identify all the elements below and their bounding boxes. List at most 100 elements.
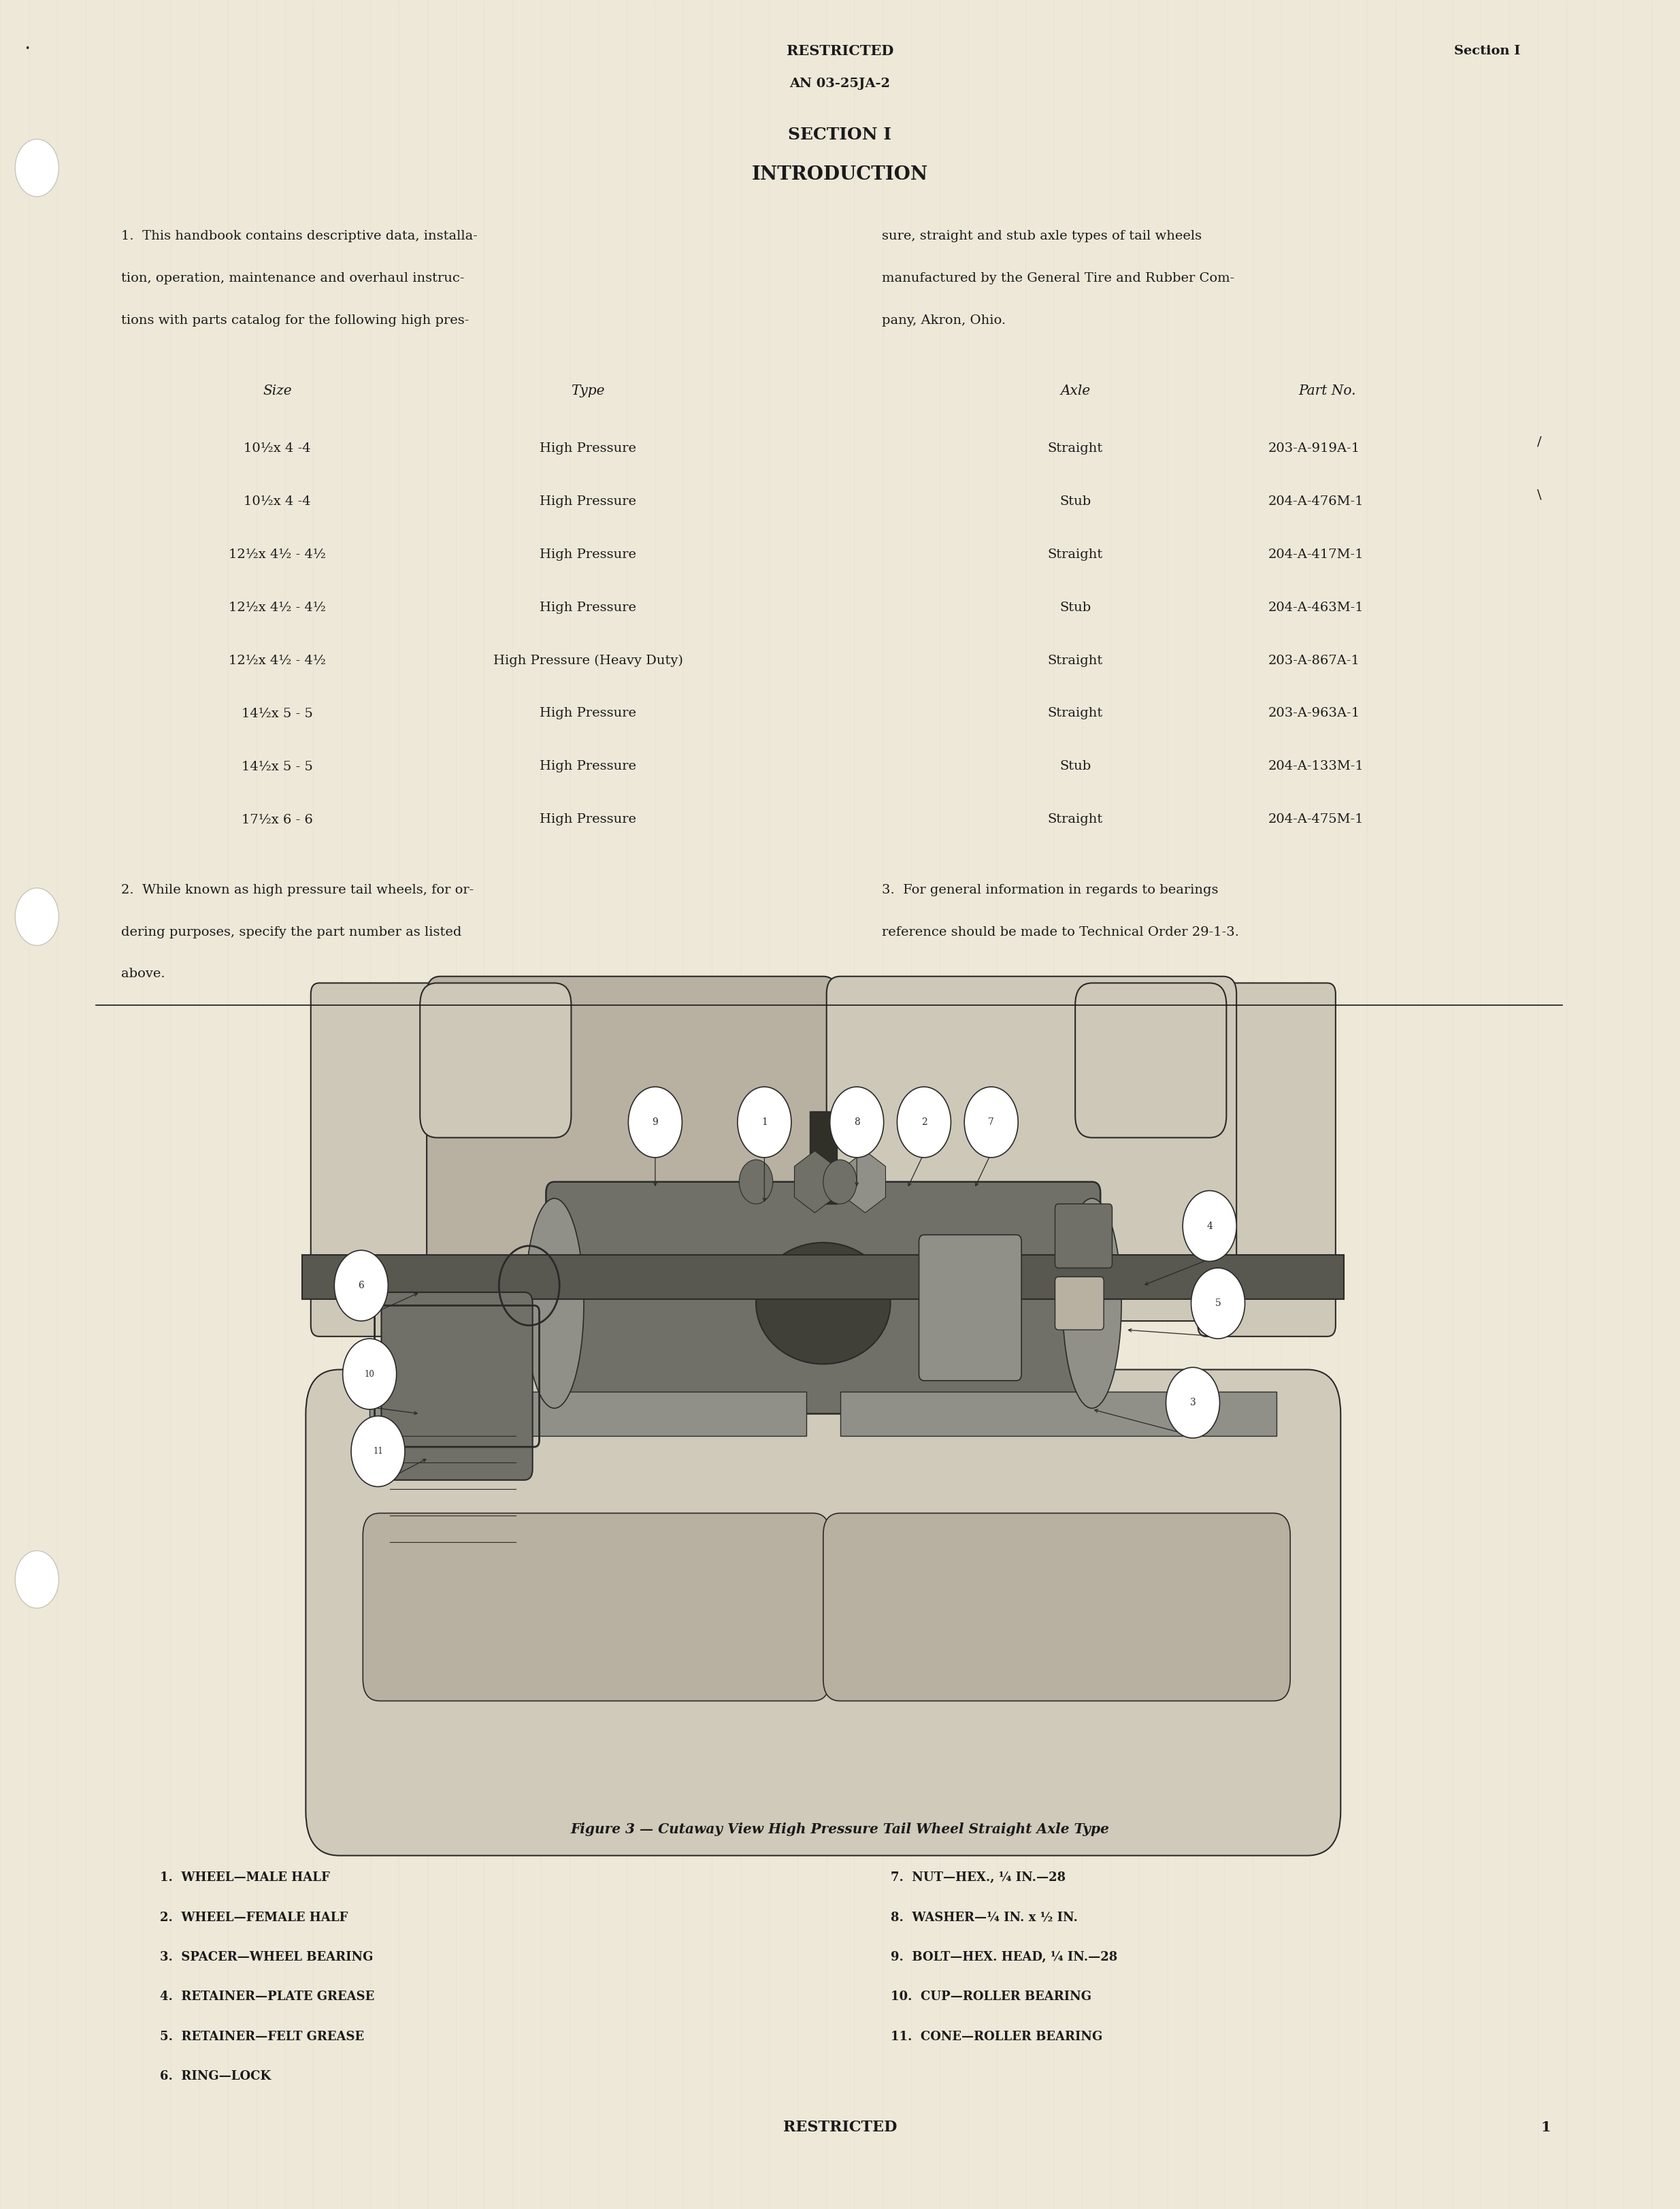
Text: Section I: Section I [1455, 44, 1520, 57]
Text: 2: 2 [921, 1118, 927, 1127]
Text: High Pressure: High Pressure [539, 601, 637, 614]
FancyBboxPatch shape [546, 1182, 1100, 1414]
Text: 11.  CONE—ROLLER BEARING: 11. CONE—ROLLER BEARING [890, 2030, 1102, 2043]
Text: 203-A-963A-1: 203-A-963A-1 [1268, 707, 1361, 720]
Text: 1.  WHEEL—MALE HALF: 1. WHEEL—MALE HALF [160, 1871, 329, 1884]
Text: reference should be made to Technical Order 29-1-3.: reference should be made to Technical Or… [882, 926, 1240, 939]
FancyBboxPatch shape [420, 983, 571, 1138]
Ellipse shape [524, 1197, 585, 1409]
Ellipse shape [1063, 1197, 1122, 1409]
Text: above.: above. [121, 968, 165, 981]
Ellipse shape [756, 1241, 890, 1363]
Text: Axle: Axle [1060, 384, 1090, 398]
Text: 12½x 4½ - 4½: 12½x 4½ - 4½ [228, 601, 326, 614]
Text: Size: Size [262, 384, 292, 398]
Text: 3.  For general information in regards to bearings: 3. For general information in regards to… [882, 884, 1218, 897]
FancyBboxPatch shape [1055, 1277, 1104, 1330]
Text: 12½x 4½ - 4½: 12½x 4½ - 4½ [228, 548, 326, 561]
Text: 204-A-133M-1: 204-A-133M-1 [1268, 760, 1364, 773]
FancyBboxPatch shape [427, 976, 837, 1321]
Text: 11: 11 [373, 1447, 383, 1456]
Text: •: • [25, 44, 29, 53]
Text: High Pressure: High Pressure [539, 548, 637, 561]
Circle shape [1166, 1367, 1220, 1438]
FancyBboxPatch shape [363, 1513, 830, 1701]
Text: pany, Akron, Ohio.: pany, Akron, Ohio. [882, 314, 1006, 327]
FancyBboxPatch shape [827, 976, 1236, 1321]
Text: Straight: Straight [1048, 548, 1102, 561]
Text: tion, operation, maintenance and overhaul instruc-: tion, operation, maintenance and overhau… [121, 272, 464, 285]
Text: Straight: Straight [1048, 813, 1102, 826]
Text: RESTRICTED: RESTRICTED [783, 2121, 897, 2134]
FancyBboxPatch shape [1198, 983, 1336, 1336]
Text: RESTRICTED: RESTRICTED [786, 44, 894, 57]
Text: 10½x 4 -4: 10½x 4 -4 [244, 442, 311, 455]
Text: Stub: Stub [1060, 495, 1090, 508]
Text: High Pressure: High Pressure [539, 707, 637, 720]
FancyBboxPatch shape [823, 1513, 1290, 1701]
Text: Part No.: Part No. [1299, 384, 1356, 398]
FancyBboxPatch shape [1075, 983, 1226, 1138]
Text: /: / [1537, 435, 1542, 448]
Text: Stub: Stub [1060, 760, 1090, 773]
Text: INTRODUCTION: INTRODUCTION [751, 166, 929, 183]
FancyBboxPatch shape [919, 1235, 1021, 1381]
Text: tions with parts catalog for the following high pres-: tions with parts catalog for the followi… [121, 314, 469, 327]
Circle shape [1183, 1191, 1236, 1261]
FancyBboxPatch shape [381, 1292, 533, 1480]
Text: Figure 3 — Cutaway View High Pressure Tail Wheel Straight Axle Type: Figure 3 — Cutaway View High Pressure Ta… [571, 1822, 1109, 1836]
Text: 5.  RETAINER—FELT GREASE: 5. RETAINER—FELT GREASE [160, 2030, 365, 2043]
Bar [810, 1111, 837, 1204]
Text: 204-A-476M-1: 204-A-476M-1 [1268, 495, 1364, 508]
Text: High Pressure: High Pressure [539, 760, 637, 773]
Circle shape [343, 1339, 396, 1409]
Circle shape [15, 888, 59, 945]
Text: Stub: Stub [1060, 601, 1090, 614]
Text: 6: 6 [358, 1281, 365, 1290]
Text: sure, straight and stub axle types of tail wheels: sure, straight and stub axle types of ta… [882, 230, 1201, 243]
Text: Straight: Straight [1048, 654, 1102, 667]
Text: 1.  This handbook contains descriptive data, installa-: 1. This handbook contains descriptive da… [121, 230, 477, 243]
Text: 9: 9 [652, 1118, 659, 1127]
Text: 10.  CUP—ROLLER BEARING: 10. CUP—ROLLER BEARING [890, 1990, 1090, 2004]
Text: 1: 1 [761, 1118, 768, 1127]
Text: 8: 8 [853, 1118, 860, 1127]
Circle shape [738, 1087, 791, 1158]
Text: 10: 10 [365, 1370, 375, 1378]
Text: 3.  SPACER—WHEEL BEARING: 3. SPACER—WHEEL BEARING [160, 1951, 373, 1964]
Text: 14½x 5 - 5: 14½x 5 - 5 [242, 707, 312, 720]
Text: 14½x 5 - 5: 14½x 5 - 5 [242, 760, 312, 773]
Text: Straight: Straight [1048, 707, 1102, 720]
Text: 8.  WASHER—¼ IN. x ½ IN.: 8. WASHER—¼ IN. x ½ IN. [890, 1911, 1077, 1924]
Text: 2.  While known as high pressure tail wheels, for or-: 2. While known as high pressure tail whe… [121, 884, 474, 897]
Text: High Pressure (Heavy Duty): High Pressure (Heavy Duty) [494, 654, 682, 667]
Text: \: \ [1537, 488, 1542, 501]
Text: 204-A-417M-1: 204-A-417M-1 [1268, 548, 1364, 561]
Text: 17½x 6 - 6: 17½x 6 - 6 [242, 813, 312, 826]
Text: 4.  RETAINER—PLATE GREASE: 4. RETAINER—PLATE GREASE [160, 1990, 375, 2004]
Bar [840, 1392, 1277, 1436]
Text: 12½x 4½ - 4½: 12½x 4½ - 4½ [228, 654, 326, 667]
Text: High Pressure: High Pressure [539, 442, 637, 455]
Circle shape [823, 1160, 857, 1204]
Text: 204-A-475M-1: 204-A-475M-1 [1268, 813, 1364, 826]
Text: 9.  BOLT—HEX. HEAD, ¼ IN.—28: 9. BOLT—HEX. HEAD, ¼ IN.—28 [890, 1951, 1117, 1964]
Circle shape [1191, 1268, 1245, 1339]
Text: AN 03-25JA-2: AN 03-25JA-2 [790, 77, 890, 91]
Text: manufactured by the General Tire and Rubber Com-: manufactured by the General Tire and Rub… [882, 272, 1235, 285]
Text: 204-A-463M-1: 204-A-463M-1 [1268, 601, 1364, 614]
Text: SECTION I: SECTION I [788, 126, 892, 144]
Text: Type: Type [571, 384, 605, 398]
FancyBboxPatch shape [306, 1370, 1341, 1856]
Text: 4: 4 [1206, 1222, 1213, 1230]
Text: 3: 3 [1189, 1398, 1196, 1407]
Bar [302, 1255, 1344, 1299]
Text: 6.  RING—LOCK: 6. RING—LOCK [160, 2070, 270, 2083]
Text: 203-A-867A-1: 203-A-867A-1 [1268, 654, 1361, 667]
Circle shape [964, 1087, 1018, 1158]
Text: 1: 1 [1541, 2121, 1551, 2134]
Text: 7: 7 [988, 1118, 995, 1127]
Text: 5: 5 [1215, 1299, 1221, 1308]
Text: 7.  NUT—HEX., ¼ IN.—28: 7. NUT—HEX., ¼ IN.—28 [890, 1871, 1065, 1884]
FancyBboxPatch shape [1055, 1204, 1112, 1268]
